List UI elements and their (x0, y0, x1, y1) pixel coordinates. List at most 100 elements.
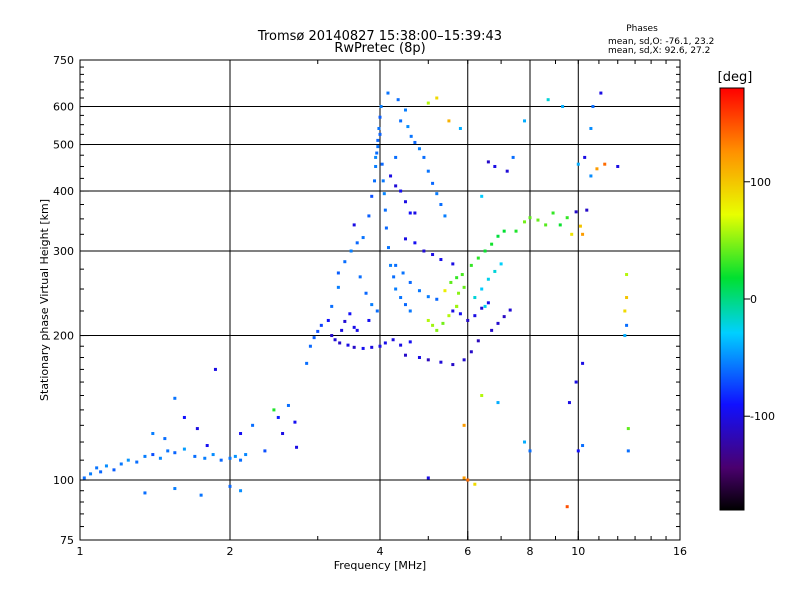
data-point (483, 304, 487, 308)
data-point (336, 285, 340, 289)
data-point (367, 318, 371, 322)
stats-line-o: mean, sd,O: -76.1, 23.2 (608, 37, 714, 47)
data-point (343, 319, 347, 323)
data-point (239, 458, 243, 462)
data-point (228, 484, 232, 488)
data-point (626, 449, 630, 453)
data-point (435, 96, 439, 100)
data-point (370, 345, 374, 349)
y-axis-ticks: 75 100 200 300 400 500 600 750 (53, 54, 680, 547)
data-point (378, 344, 382, 348)
x-tick-label: 2 (227, 545, 234, 558)
data-point (483, 249, 487, 253)
data-point (496, 321, 500, 325)
data-point (458, 126, 462, 130)
data-point (409, 134, 413, 138)
data-point (135, 460, 139, 464)
data-point (389, 174, 393, 178)
data-point (330, 304, 334, 308)
y-axis-label: Stationary phase Virtual Height [km] (38, 199, 51, 401)
data-point (591, 105, 595, 109)
data-point (376, 138, 380, 142)
data-point (239, 432, 243, 436)
x-tick-label: 16 (673, 545, 687, 558)
data-point (119, 462, 123, 466)
data-point (384, 226, 388, 230)
data-point (143, 454, 147, 458)
data-point (380, 162, 384, 166)
data-point (403, 200, 407, 204)
colorbar-tick-label: 100 (750, 176, 771, 189)
data-point (336, 271, 340, 275)
data-point (386, 91, 390, 95)
data-point (589, 174, 593, 178)
chart-title-line1: Tromsø 20140827 15:38:00–15:39:43 (257, 29, 502, 44)
data-point (496, 234, 500, 238)
data-point (623, 309, 627, 313)
data-point (431, 323, 435, 327)
data-point (473, 482, 477, 486)
data-point (394, 155, 398, 159)
data-point (439, 258, 443, 262)
data-point (476, 256, 480, 260)
data-point (374, 164, 378, 168)
data-point (338, 341, 342, 345)
data-point (82, 476, 86, 480)
data-point (616, 164, 620, 168)
data-point (382, 192, 386, 196)
data-point (502, 229, 506, 233)
data-point (480, 394, 484, 398)
data-point (466, 318, 470, 322)
data-point (625, 296, 629, 300)
colorbar-unit-label: [deg] (718, 70, 753, 85)
data-point (578, 224, 582, 228)
data-point (422, 155, 426, 159)
data-point (435, 328, 439, 332)
data-point (581, 232, 585, 236)
data-point (99, 470, 103, 474)
data-point (469, 350, 473, 354)
y-tick-label: 600 (53, 101, 74, 114)
data-point (361, 346, 365, 350)
data-point (143, 491, 147, 495)
data-point (104, 464, 108, 468)
data-point (211, 453, 215, 457)
data-point (455, 304, 459, 308)
data-point (447, 314, 451, 318)
x-tick-label: 8 (527, 545, 534, 558)
data-point (413, 211, 417, 215)
data-point (379, 105, 383, 109)
data-point (378, 115, 382, 119)
data-point (435, 297, 439, 301)
data-point (361, 236, 365, 240)
data-point (476, 339, 480, 343)
data-point (399, 119, 403, 123)
data-point (626, 427, 630, 431)
data-point (493, 164, 497, 168)
data-point (451, 363, 455, 367)
data-point (316, 329, 320, 333)
data-point (486, 301, 490, 305)
data-point (408, 340, 412, 344)
stats-line-x: mean, sd,X: 92.6, 27.2 (608, 46, 710, 56)
colorbar (719, 87, 745, 511)
data-point (383, 341, 387, 345)
data-point (431, 253, 435, 257)
data-point (551, 211, 555, 215)
data-point (458, 312, 462, 316)
data-point (625, 323, 629, 327)
data-point (426, 101, 430, 105)
data-point (374, 155, 378, 159)
colorbar-tick-label: 0 (750, 293, 757, 306)
data-point (276, 415, 280, 419)
data-point (381, 179, 385, 183)
data-point (449, 280, 453, 284)
data-point (576, 449, 580, 453)
data-point (112, 468, 116, 472)
data-point (462, 285, 466, 289)
data-point (352, 223, 356, 227)
data-point (126, 458, 130, 462)
data-point (570, 232, 574, 236)
data-point (182, 415, 186, 419)
data-point (486, 277, 490, 281)
